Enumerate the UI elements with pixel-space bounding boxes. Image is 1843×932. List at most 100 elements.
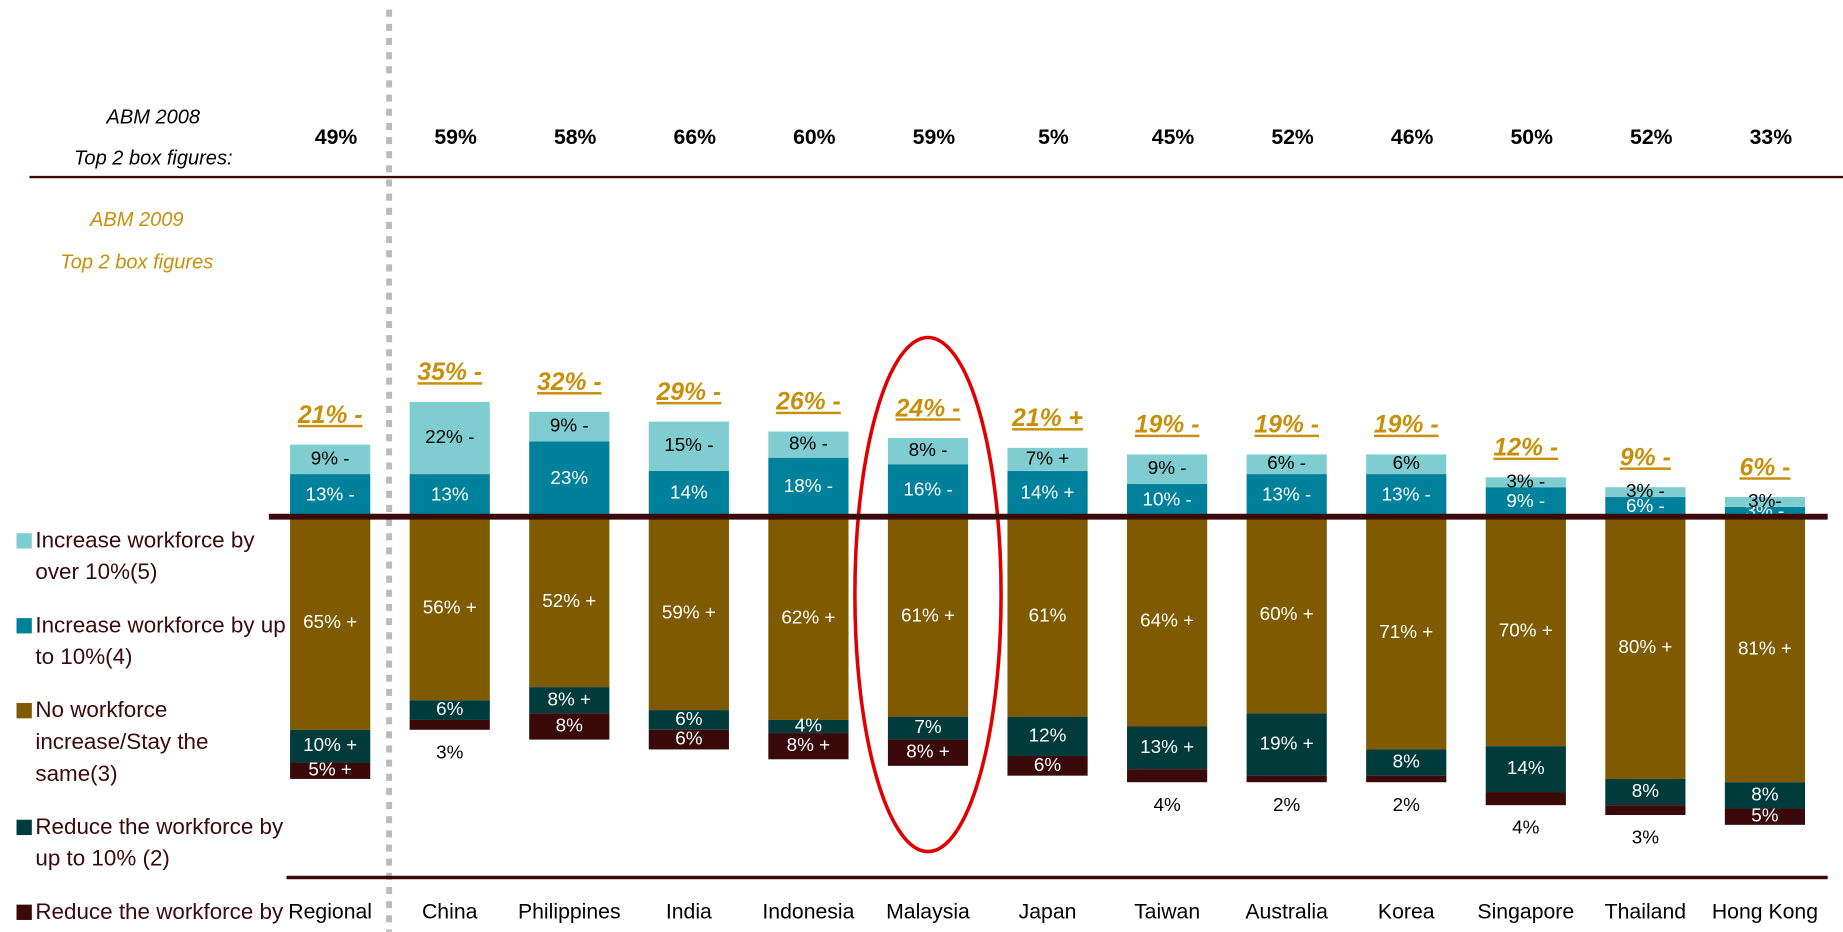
bar-segment bbox=[1007, 716, 1088, 756]
legend-swatch bbox=[16, 703, 32, 719]
bar-segment bbox=[1605, 805, 1686, 816]
legend-item: No workforce increase/Stay the same(3) bbox=[16, 695, 291, 791]
bar-segment bbox=[529, 516, 610, 688]
bar-segment bbox=[1485, 792, 1566, 806]
row-value: 19% - bbox=[1135, 412, 1200, 439]
bar-segment bbox=[1246, 454, 1327, 475]
bar-segment bbox=[1127, 454, 1208, 484]
row-value: 24% - bbox=[895, 395, 961, 422]
bar-segment bbox=[1724, 506, 1806, 517]
segment-label: 6% bbox=[436, 698, 463, 719]
bar-segment bbox=[409, 700, 490, 720]
segment-label: 80% + bbox=[1618, 636, 1672, 657]
segment-label: 14% bbox=[1507, 757, 1545, 778]
x-tick-label: China bbox=[422, 901, 478, 924]
legend-item: Increase workforce by over 10%(5) bbox=[16, 525, 291, 589]
row-value: 26% - bbox=[775, 389, 841, 416]
segment-label: 52% + bbox=[542, 590, 596, 611]
segment-label: 61% bbox=[1029, 605, 1067, 626]
bar-segment bbox=[768, 733, 849, 760]
bar-segment bbox=[290, 762, 371, 779]
bar-segment bbox=[1605, 778, 1686, 806]
x-tick-label: Indonesia bbox=[762, 901, 854, 924]
bar-segment bbox=[768, 719, 849, 734]
bar-segment bbox=[409, 474, 490, 517]
bar-segment bbox=[1366, 775, 1447, 783]
bar-segment bbox=[1246, 474, 1327, 517]
bar-segment bbox=[887, 438, 969, 465]
bar-segment bbox=[887, 464, 969, 517]
bar-segment bbox=[1127, 483, 1208, 517]
row-value: 32% - bbox=[537, 369, 602, 396]
segment-label: 7% bbox=[914, 716, 941, 737]
segment-label: 9% - bbox=[550, 415, 589, 436]
bar-segment bbox=[1485, 477, 1566, 488]
segment-label: 64% + bbox=[1140, 610, 1194, 631]
bar-segment bbox=[1366, 454, 1447, 475]
segment-label: 8% - bbox=[789, 433, 828, 454]
segment-label: 8% bbox=[1632, 780, 1659, 801]
bar-segment bbox=[409, 401, 490, 475]
bar-segment bbox=[648, 421, 729, 471]
row-value: 52% bbox=[1271, 126, 1314, 149]
x-tick-label: Taiwan bbox=[1134, 901, 1200, 924]
bar-segment bbox=[1007, 470, 1088, 517]
bar-segment bbox=[1246, 516, 1327, 714]
segment-label: 5% + bbox=[308, 759, 352, 780]
row-value: 60% bbox=[793, 126, 836, 149]
row-value: 66% bbox=[674, 126, 717, 149]
segment-label: 8% + bbox=[787, 734, 831, 755]
bar-segment bbox=[290, 474, 371, 517]
segment-label: 9% - bbox=[1506, 490, 1545, 511]
segment-label: 19% + bbox=[1260, 733, 1314, 754]
legend-swatch bbox=[16, 904, 32, 920]
row-value: 29% - bbox=[656, 379, 722, 406]
legend-label: No workforce increase/Stay the same(3) bbox=[35, 698, 209, 787]
segment-label: 13% - bbox=[1262, 483, 1311, 504]
bar-segment bbox=[1724, 497, 1806, 507]
bar-segment bbox=[1605, 497, 1686, 517]
segment-label: 9% - bbox=[1148, 457, 1187, 478]
legend-swatch bbox=[16, 819, 32, 836]
row-value: 19% - bbox=[1374, 412, 1439, 439]
segment-label: 8% + bbox=[548, 688, 592, 709]
segment-label: 8% bbox=[1751, 783, 1778, 804]
bar-segment bbox=[1007, 755, 1088, 776]
row-title: ABM 2008 bbox=[106, 106, 201, 128]
bar-segment bbox=[1485, 487, 1566, 517]
row-value: 49% bbox=[315, 126, 358, 149]
bar-segment bbox=[290, 444, 371, 475]
segment-label: 6% bbox=[1393, 452, 1420, 473]
segment-label: 71% + bbox=[1379, 621, 1433, 642]
legend-item: Increase workforce by up to 10%(4) bbox=[16, 610, 291, 674]
segment-label: 6% - bbox=[1626, 495, 1665, 516]
bar-segment bbox=[290, 729, 371, 763]
segment-label: 14% + bbox=[1021, 482, 1075, 503]
row-value: 5% bbox=[1038, 126, 1069, 149]
bar-segment bbox=[648, 710, 729, 730]
row-value: 21% + bbox=[1011, 405, 1083, 432]
segment-label: 3%- bbox=[1748, 490, 1782, 511]
segment-label: 3% bbox=[436, 741, 463, 762]
bar-segment bbox=[529, 411, 610, 442]
segment-label: 3% - bbox=[1626, 480, 1665, 501]
segment-label: 4% bbox=[795, 714, 822, 735]
x-tick-label: Malaysia bbox=[886, 901, 970, 924]
bar-segment bbox=[529, 713, 610, 740]
bar-segment bbox=[1127, 726, 1208, 770]
legend-label: Increase workforce by up to 10%(4) bbox=[35, 613, 286, 670]
segment-label: 23% bbox=[550, 467, 588, 488]
segment-label: 18% - bbox=[784, 475, 833, 496]
bar-segment bbox=[768, 431, 849, 458]
segment-label: 9% - bbox=[311, 447, 350, 468]
bar-segment bbox=[1246, 775, 1327, 783]
legend-swatch bbox=[16, 618, 32, 634]
bar-segment bbox=[1605, 487, 1686, 498]
segment-label: 3% bbox=[1632, 827, 1659, 848]
segment-label: 8% bbox=[1393, 751, 1420, 772]
segment-label: 61% + bbox=[901, 605, 955, 626]
bar-segment bbox=[409, 719, 490, 730]
bar-segment bbox=[529, 441, 610, 517]
row-value: 35% - bbox=[417, 359, 482, 386]
bar-segment bbox=[1724, 782, 1806, 809]
